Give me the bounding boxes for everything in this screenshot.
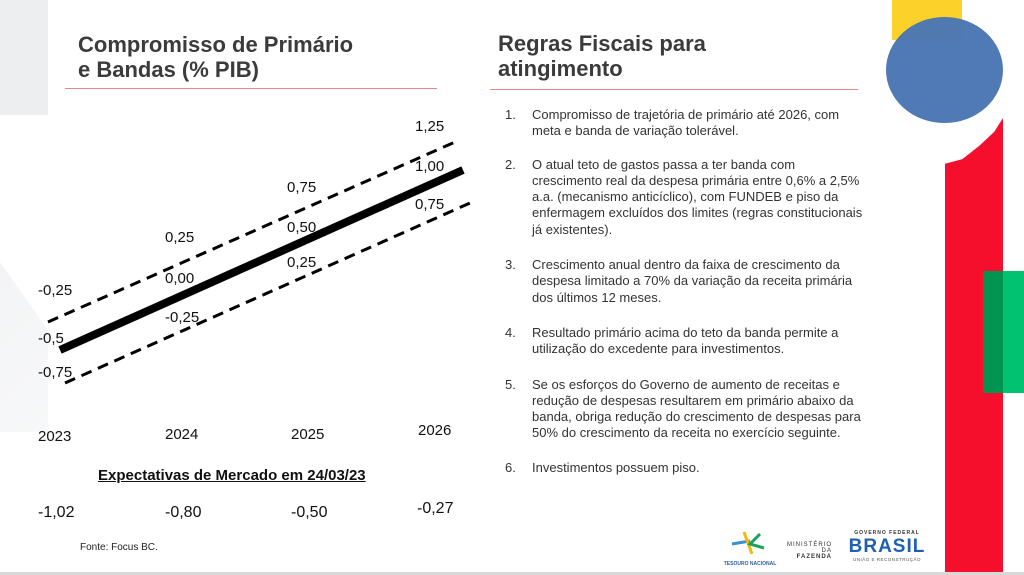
tesouro-star-icon (731, 531, 765, 555)
item-text: Resultado primário acima do teto da band… (532, 324, 839, 357)
item-number: 5. (505, 376, 516, 392)
data-label: 0,75 (287, 179, 317, 196)
tesouro-nacional-logo: TESOURO NACIONAL (722, 530, 778, 567)
x-tick-label: 2025 (291, 426, 325, 443)
ministerio-logo: MINISTÉRIO DA FAZENDA (780, 542, 832, 560)
rules-title-line: atingimento (498, 56, 623, 81)
market-value-2026: -0,27 (417, 500, 454, 517)
chart-title-line: Compromisso de Primário (78, 32, 354, 57)
item-number: 4. (505, 324, 516, 340)
data-label: -0,75 (38, 364, 73, 381)
band-line (64, 201, 471, 385)
x-tick-label: 2026 (418, 422, 452, 439)
item-text: Se os esforços do Governo de aumento de … (532, 376, 861, 441)
tesouro-logo-text: TESOURO NACIONAL (723, 561, 777, 567)
data-label: -0,25 (38, 282, 73, 299)
list-item: 1. Compromisso de trajetória de primário … (505, 107, 865, 140)
item-number: 2. (505, 156, 516, 172)
item-text: Compromisso de trajetória de primário at… (532, 107, 840, 139)
green-overlap-decoration (983, 271, 1003, 393)
item-text: O atual teto de gastos passa a ter banda… (532, 156, 863, 237)
governo-federal-logo: GOVERNO FEDERAL BRASIL UNIÃO E RECONSTRU… (845, 530, 929, 562)
title-rule (490, 89, 858, 90)
source-note: Fonte: Focus BC. (80, 542, 158, 553)
data-label: 1,25 (415, 118, 445, 135)
x-tick-label: 2023 (38, 428, 72, 445)
title-rule (65, 88, 437, 89)
ministerio-line: FAZENDA (796, 554, 832, 560)
data-label: 0,25 (165, 229, 195, 246)
item-number: 6. (505, 459, 516, 475)
market-value-2023: -1,02 (38, 504, 75, 521)
rules-title-line: Regras Fiscais para (498, 31, 706, 56)
list-item: 5. Se os esforços do Governo de aumento d… (505, 377, 865, 442)
governo-text: GOVERNO FEDERAL (854, 530, 920, 536)
data-label: 1,00 (415, 158, 445, 175)
background-shape (0, 0, 48, 115)
item-number: 1. (505, 107, 516, 122)
data-label: 0,25 (287, 254, 317, 271)
market-value-2025: -0,50 (291, 504, 328, 521)
data-label: 0,75 (415, 196, 445, 213)
x-tick-label: 2024 (165, 426, 199, 443)
rules-list: 1. Compromisso de trajetória de primário … (505, 107, 865, 476)
blue-circle-decoration (886, 17, 1003, 123)
rules-title: Regras Fiscais para atingimento (498, 31, 706, 81)
list-item: 3. Crescimento anual dentro da faixa de c… (505, 257, 865, 306)
list-item: 4. Resultado primário acima do teto da ba… (505, 325, 865, 358)
band-chart (47, 140, 471, 385)
market-expectations-title: Expectativas de Mercado em 24/03/23 (98, 467, 366, 484)
target-line (58, 166, 465, 354)
data-label: 0,50 (287, 219, 317, 236)
list-item: 2. O atual teto de gastos passa a ter ban… (505, 157, 865, 238)
data-label: 0,00 (165, 270, 195, 287)
chart-title-line: e Bandas (% PIB) (78, 57, 259, 82)
uniao-text: UNIÃO E RECONSTRUÇÃO (852, 557, 921, 562)
item-text: Crescimento anual dentro da faixa de cre… (532, 257, 853, 305)
slide-bottom-border (0, 572, 1024, 575)
data-label: -0,5 (38, 330, 64, 347)
chart-title: Compromisso de Primário e Bandas (% PIB) (78, 32, 353, 82)
list-item: 6. Investimentos possuem piso. (505, 460, 865, 476)
item-text: Investimentos possuem piso. (532, 459, 700, 475)
ministerio-line: MINISTÉRIO DA (786, 542, 832, 554)
item-number: 3. (505, 257, 516, 273)
brasil-wordmark: BRASIL (848, 536, 926, 557)
band-line (47, 140, 456, 324)
market-value-2024: -0,80 (165, 504, 202, 521)
data-label: -0,25 (165, 309, 200, 326)
